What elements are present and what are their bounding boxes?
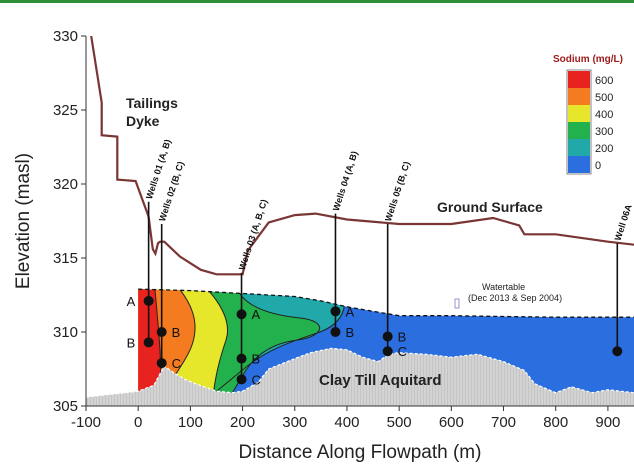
well-screen-point [330, 306, 341, 317]
x-tick-label: 400 [334, 414, 359, 431]
y-tick-label: 310 [53, 324, 78, 341]
axes [85, 36, 634, 407]
y-tick-label: 330 [53, 28, 78, 45]
tailings-dyke-label-line1: Tailings [126, 95, 178, 111]
well-label: Wells 05 (B, C) [383, 160, 412, 222]
y-tick-label: 315 [53, 250, 78, 267]
legend-label: 200 [595, 143, 613, 155]
well-screen-point [236, 309, 247, 320]
ground-surface-line [90, 36, 634, 276]
legend-label: 300 [595, 126, 613, 138]
well-screen-point [143, 337, 154, 348]
x-tick-label: 300 [282, 414, 307, 431]
well-screen-point [382, 346, 393, 357]
legend-swatch [568, 105, 590, 122]
y-axis-ticks: 305 310 315 320 325 330 [53, 28, 86, 415]
well-label: Wells 03 (A, B, C) [237, 198, 269, 271]
x-axis-ticks: -100 0 100 200 300 400 500 600 700 800 900 [71, 406, 620, 431]
x-tick-label: 700 [491, 414, 516, 431]
x-tick-label: -100 [71, 414, 101, 431]
well-point-label: B [252, 352, 261, 367]
well-screen-point [156, 358, 167, 369]
watertable-label: Watertable [482, 282, 525, 292]
well-screen-point [612, 346, 623, 357]
well-point-label: B [398, 329, 407, 344]
well-screen-point [382, 331, 393, 342]
well-label: Wells 04 (A, B) [331, 150, 360, 212]
x-tick-label: 800 [543, 414, 568, 431]
x-axis-title: Distance Along Flowpath (m) [239, 442, 482, 463]
legend-label: 600 [595, 75, 613, 87]
well-screen-point [236, 353, 247, 364]
tailings-dyke-label-line2: Dyke [126, 113, 160, 129]
well-point-label: C [172, 356, 181, 371]
well-point-label-left: B [127, 335, 136, 350]
sodium-legend: Sodium (mg/L) 600 500 400 300 200 0 [553, 54, 623, 175]
legend-swatch [568, 88, 590, 105]
legend-label: 500 [595, 92, 613, 104]
well-point-label: B [345, 325, 354, 340]
well-point-label: B [172, 325, 181, 340]
aquitard-top-line [86, 347, 634, 398]
x-tick-label: 500 [387, 414, 412, 431]
x-tick-label: 100 [178, 414, 203, 431]
x-tick-label: 900 [595, 414, 620, 431]
watertable-date-label: (Dec 2013 & Sep 2004) [468, 293, 562, 303]
legend-frame [566, 69, 592, 175]
well-point-label: A [252, 307, 261, 322]
well-point-label: C [252, 372, 261, 387]
x-tick-label: 200 [230, 414, 255, 431]
well-screen-point [156, 327, 167, 337]
y-tick-label: 325 [53, 102, 78, 119]
legend-label: 0 [595, 160, 601, 172]
y-axis-title: Elevation (masl) [13, 153, 34, 289]
x-tick-label: 0 [134, 414, 142, 431]
legend-swatch [568, 156, 590, 173]
legend-title: Sodium (mg/L) [553, 54, 623, 65]
top-border-line [0, 0, 634, 3]
legend-swatch [568, 122, 590, 139]
legend-swatch [568, 139, 590, 156]
x-tick-label: 600 [439, 414, 464, 431]
well-screen-point [143, 295, 154, 306]
ground-surface-label: Ground Surface [437, 199, 543, 215]
well-screen-point [330, 327, 341, 337]
well-point-label: A [345, 304, 354, 319]
well-point-label-left: A [127, 294, 136, 309]
well-label: Well 06A [613, 203, 634, 242]
contour-lines [153, 289, 346, 406]
clay-till-aquitard [86, 348, 634, 406]
watertable-marker-icon [454, 298, 460, 309]
well-screen-point [236, 374, 247, 385]
legend-swatch [568, 71, 590, 88]
y-tick-label: 305 [53, 398, 78, 415]
y-tick-label: 320 [53, 176, 78, 193]
aquitard-label: Clay Till Aquitard [319, 372, 442, 389]
well-point-label: C [398, 344, 407, 359]
legend-label: 400 [595, 109, 613, 121]
